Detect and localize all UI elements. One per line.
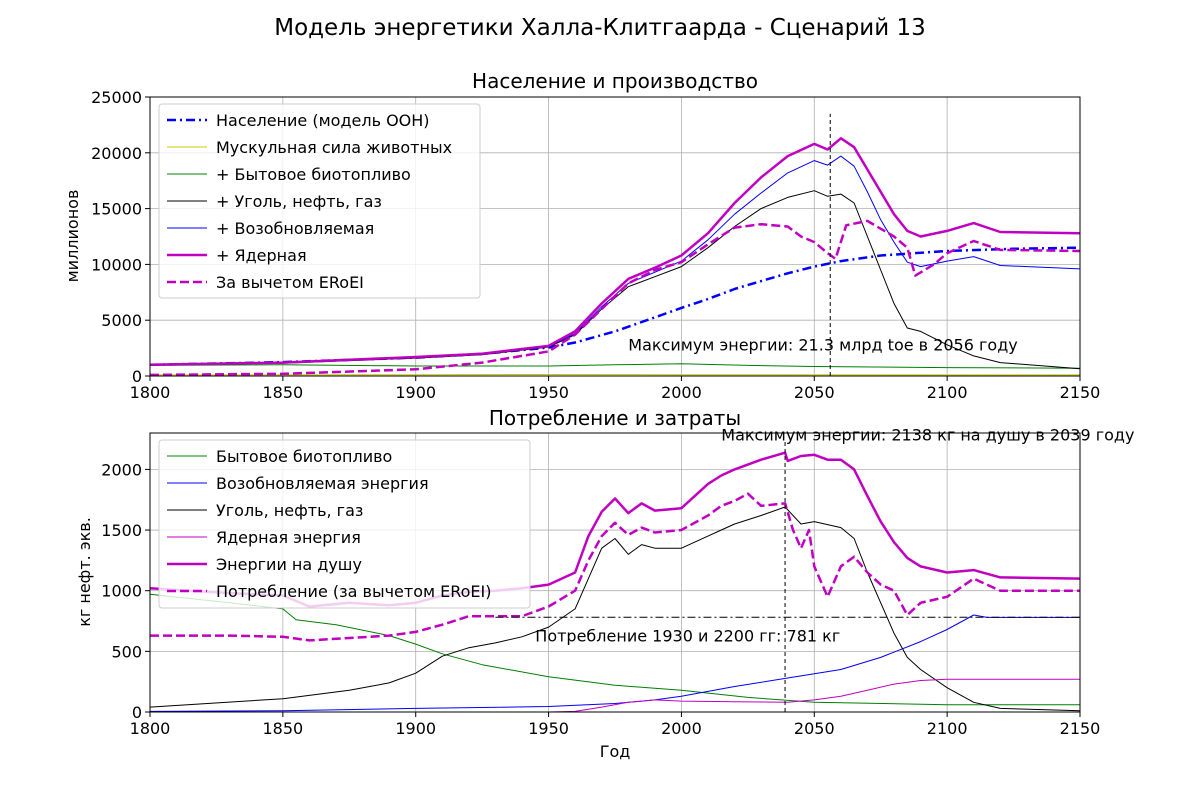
top-y-tick-label: 5000 <box>101 311 142 330</box>
top-y-tick-label: 15000 <box>91 200 142 219</box>
top-legend-label: + Бытовое биотопливо <box>216 165 411 184</box>
bottom-chart-y-ticks: 0 500 1000 1500 2000 <box>101 460 150 722</box>
bottom-legend-label: Потребление (за вычетом ERoEI) <box>216 582 492 601</box>
bottom-chart-panel: Потребление и затраты Максимум энергии: … <box>75 406 1134 761</box>
top-series-line-0 <box>149 246 1081 367</box>
top-legend-label: + Ядерная <box>216 246 307 265</box>
bottom-y-tick-label: 2000 <box>101 460 142 479</box>
bottom-legend-label: Бытовое биотопливо <box>216 447 392 466</box>
bottom-y-tick-label: 0 <box>132 703 142 722</box>
bottom-series-line-0 <box>149 593 1080 706</box>
bottom-y-tick-label: 1500 <box>101 521 142 540</box>
top-y-tick-label: 25000 <box>91 88 142 107</box>
top-x-tick-label: 2050 <box>794 383 835 402</box>
top-chart-frame <box>149 96 1081 377</box>
top-legend-label: + Возобновляемая <box>216 219 374 238</box>
bottom-chart-frame <box>149 432 1081 713</box>
top-x-tick-label: 1950 <box>528 383 569 402</box>
top-x-tick-label: 2150 <box>1060 383 1101 402</box>
top-y-tick-label: 20000 <box>91 144 142 163</box>
bottom-series-line-2 <box>149 506 1081 712</box>
bottom-x-tick-label: 1800 <box>130 719 171 738</box>
bottom-chart-y-label: кг нефт. экв. <box>75 517 94 627</box>
top-series-line-5 <box>149 137 1081 367</box>
top-chart-x-ticks: 1800 1850 1900 1950 2000 2050 2100 2150 <box>130 376 1101 402</box>
bottom-legend-label: Возобновляемая энергия <box>216 474 429 493</box>
bottom-annotation-text: Максимум энергии: 2138 кг на душу в 2039… <box>721 425 1134 444</box>
bottom-x-tick-label: 1900 <box>395 719 436 738</box>
top-annotation-text: Максимум энергии: 21.3 млрд toe в 2056 г… <box>628 335 1017 354</box>
top-series-line-3 <box>149 190 1081 370</box>
top-x-tick-label: 1900 <box>395 383 436 402</box>
bottom-chart-x-ticks: 1800 1850 1900 1950 2000 2050 2100 2150 <box>130 712 1101 738</box>
top-legend-label: За вычетом ERoEI <box>216 273 364 292</box>
bottom-y-tick-label: 1000 <box>101 582 142 601</box>
top-x-tick-label: 2000 <box>661 383 702 402</box>
top-legend-label: Мускульная сила животных <box>216 138 452 157</box>
bottom-series-line-1 <box>149 614 1080 712</box>
top-chart-annotations: Максимум энергии: 21.3 млрд toe в 2056 г… <box>628 113 1018 376</box>
top-x-tick-label: 1800 <box>130 383 171 402</box>
bottom-legend-box <box>158 439 531 609</box>
top-chart-title: Население и производство <box>472 69 758 93</box>
bottom-chart-annotations: Максимум энергии: 2138 кг на душу в 2039… <box>495 425 1134 712</box>
top-chart-y-ticks: 0 5000 10000 15000 20000 25000 <box>91 88 150 386</box>
top-y-tick-label: 0 <box>132 367 142 386</box>
bottom-chart-x-label: Год <box>600 742 631 761</box>
bottom-x-tick-label: 2050 <box>794 719 835 738</box>
figure-title: Модель энергетики Халла-Клитгаарда - Сце… <box>274 15 926 41</box>
top-chart-legend: Население (модель ООН) Мускульная сила жи… <box>158 103 481 299</box>
top-x-tick-label: 1850 <box>262 383 303 402</box>
top-y-tick-label: 10000 <box>91 255 142 274</box>
bottom-legend-label: Энергии на душу <box>216 555 362 574</box>
top-series-line-2 <box>149 363 1081 369</box>
top-legend-box <box>158 103 481 299</box>
top-legend-label: + Уголь, нефть, газ <box>216 192 382 211</box>
top-x-tick-label: 2100 <box>927 383 968 402</box>
bottom-chart-title: Потребление и затраты <box>489 406 741 430</box>
bottom-x-tick-label: 2000 <box>661 719 702 738</box>
bottom-legend-label: Уголь, нефть, газ <box>216 501 363 520</box>
top-legend-label: Население (модель ООН) <box>216 111 430 130</box>
bottom-annotation-text: Потребление 1930 и 2200 гг: 781 кг <box>535 627 840 646</box>
bottom-x-tick-label: 1950 <box>528 719 569 738</box>
top-chart-series <box>149 137 1081 377</box>
bottom-legend-label: Ядерная энергия <box>216 528 361 547</box>
bottom-x-tick-label: 2150 <box>1060 719 1101 738</box>
bottom-series-line-5 <box>150 492 1080 642</box>
top-chart-y-label: миллионов <box>63 190 82 283</box>
bottom-chart-legend: Бытовое биотопливо Возобновляемая энергия… <box>158 439 531 609</box>
bottom-x-tick-label: 2100 <box>927 719 968 738</box>
bottom-y-tick-label: 500 <box>111 642 142 661</box>
top-chart-panel: Население и производство Максимум энерги… <box>63 69 1100 402</box>
bottom-x-tick-label: 1850 <box>262 719 303 738</box>
bottom-series-line-3 <box>150 678 1080 713</box>
